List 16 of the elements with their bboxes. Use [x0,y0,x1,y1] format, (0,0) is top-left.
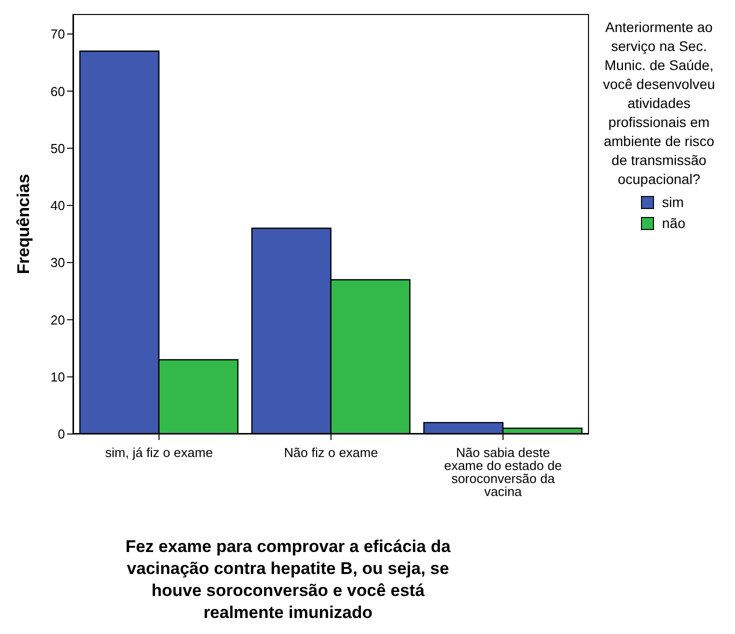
y-tick-label: 70 [50,26,65,42]
y-tick-label: 40 [50,198,65,214]
text: Anteriormente ao serviço na Sec. Munic. de Saúde, você desenvolveu atividades profissionais em ambiente de risco de transmissão ocupacional? [602,19,716,187]
legend-label: sim [662,193,684,212]
x-tick-label: sim, já fiz o exame [105,445,213,460]
x-tick-label: Não sabia deste exame do estado de soroconversão da vacina [444,445,562,500]
y-tick-label: 60 [50,84,65,99]
y-tick-label: 20 [50,312,65,328]
y-axis-title: Frequências [14,174,34,274]
y-tick-label: 50 [50,140,65,156]
x-tick-label: Não fiz o exame [284,445,378,460]
y-tick-label: 0 [58,426,65,442]
y-tick-label: 10 [50,369,65,384]
x-axis-title: Fez exame para comprovar a eficácia da vacinação contra hepatite B, ou seja, se houve soroconversão e você está realmente imunizado [124,536,452,624]
legend-label: não [662,214,686,233]
y-tick-label: 30 [50,255,65,270]
